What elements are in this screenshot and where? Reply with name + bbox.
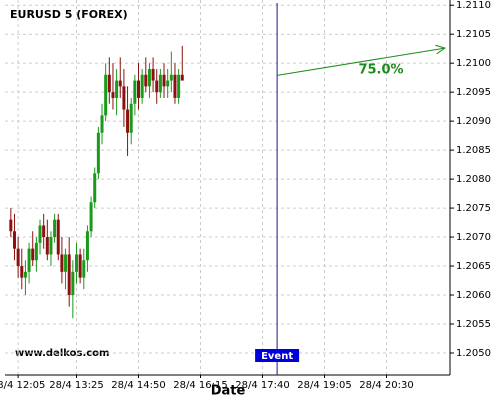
candle-body <box>118 80 122 87</box>
candle-body <box>31 248 35 261</box>
candle-body <box>180 74 184 81</box>
candle-body <box>173 74 177 98</box>
candle-body <box>133 80 137 104</box>
y-tick-label: 1.2075 <box>456 203 491 214</box>
candle-body <box>49 237 53 255</box>
x-axis-label: Date <box>211 384 246 399</box>
candle-body <box>56 219 60 255</box>
candle-body <box>23 271 27 278</box>
candle-body <box>144 74 148 87</box>
y-tick-label: 1.2050 <box>456 348 491 359</box>
candle-body <box>85 231 89 261</box>
y-tick-label: 1.2095 <box>456 87 491 98</box>
candle-body <box>166 80 170 87</box>
y-tick-label: 1.2060 <box>456 290 491 301</box>
candle-body <box>111 92 115 98</box>
candle-body <box>169 74 173 81</box>
candle-body <box>20 266 24 278</box>
candle-body <box>93 173 97 203</box>
candle-body <box>151 68 155 81</box>
y-tick-label: 1.2080 <box>456 174 491 185</box>
candle-body <box>45 237 49 255</box>
x-tick-label: 28/4 19:05 <box>297 380 351 391</box>
candle-body <box>96 132 100 174</box>
candle-body <box>53 219 57 238</box>
y-tick-label: 1.2070 <box>456 232 491 243</box>
candle-body <box>67 254 71 296</box>
candle-body <box>137 80 140 98</box>
x-tick-label: 28/4 17:40 <box>235 380 289 391</box>
candle-body <box>122 86 126 110</box>
y-tick-label: 1.2110 <box>456 0 491 11</box>
candle-body <box>9 219 13 232</box>
candle-body <box>155 80 159 93</box>
candle-body <box>64 254 68 272</box>
candle-body <box>12 231 16 249</box>
candle-body <box>129 103 133 133</box>
candle-body <box>78 254 82 278</box>
candle-body <box>126 109 130 133</box>
candle-body <box>42 225 46 238</box>
candle-body <box>140 74 144 98</box>
x-tick-label: 28/4 12:05 <box>0 380 45 391</box>
y-tick-label: 1.2090 <box>456 116 491 127</box>
candle-body <box>60 254 64 272</box>
candle-body <box>27 248 31 272</box>
y-tick-label: 1.2105 <box>456 29 491 40</box>
arrow-label: 75.0% <box>358 63 403 78</box>
candle-body <box>82 260 86 278</box>
y-tick-label: 1.2100 <box>456 58 491 69</box>
candle-body <box>177 74 181 98</box>
x-tick-label: 28/4 14:50 <box>111 380 165 391</box>
forecast-arrow <box>277 47 445 76</box>
candle-body <box>89 202 93 232</box>
candle-body <box>100 115 104 133</box>
candle-body <box>16 248 20 267</box>
x-tick-label: 28/4 13:25 <box>49 380 103 391</box>
candle-body <box>38 225 42 243</box>
chart-title: EURUSD 5 (FOREX) <box>10 8 128 21</box>
y-tick-label: 1.2055 <box>456 319 491 330</box>
candle-body <box>71 271 75 296</box>
x-tick-label: 28/4 16:15 <box>173 380 227 391</box>
candle-body <box>115 80 119 98</box>
y-tick-label: 1.2065 <box>456 261 491 272</box>
candle-body <box>74 254 78 272</box>
y-tick-label: 1.2085 <box>456 145 491 156</box>
x-tick-label: 28/4 20:30 <box>359 380 413 391</box>
candle-body <box>147 68 151 87</box>
watermark: www.delkos.com <box>15 348 109 359</box>
candle-body <box>34 242 38 261</box>
candle-body <box>104 74 108 116</box>
candle-body <box>158 74 162 93</box>
candle-body <box>162 74 166 87</box>
arrow-head <box>435 44 447 55</box>
event-label: Event <box>261 351 293 362</box>
candle-body <box>107 74 111 93</box>
event-box <box>255 349 300 362</box>
